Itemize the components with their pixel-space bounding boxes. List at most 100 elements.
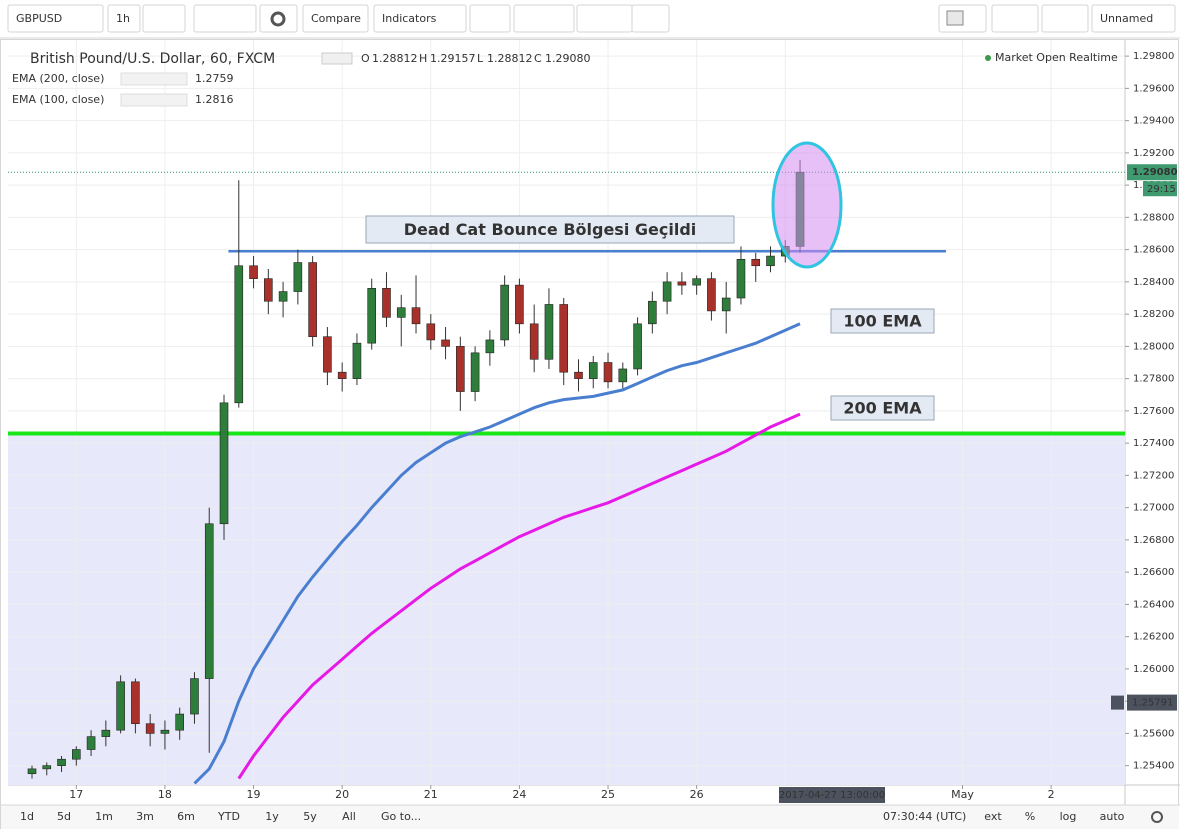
compare-button[interactable] xyxy=(302,4,369,33)
ema-line xyxy=(193,322,801,785)
candle-body xyxy=(293,262,303,292)
annotation-box xyxy=(365,215,735,244)
option-button[interactable]: log xyxy=(1060,810,1077,823)
y-tick-label: 1.26200 xyxy=(1133,632,1174,643)
ideas-button[interactable] xyxy=(513,4,575,33)
interval-menu[interactable] xyxy=(142,4,186,33)
candle-body xyxy=(323,336,332,373)
settings-gear[interactable] xyxy=(1151,811,1163,823)
y-tick-label: 1.28800 xyxy=(1133,212,1174,223)
candle-body xyxy=(204,523,214,679)
option-button[interactable]: ext xyxy=(984,810,1002,823)
symbol-input[interactable] xyxy=(7,4,104,33)
candle-body xyxy=(721,297,731,312)
candle-body xyxy=(766,255,775,267)
candle-body xyxy=(441,339,450,347)
candle-body xyxy=(736,259,746,299)
fullscreen-button[interactable] xyxy=(631,4,670,33)
annotation-text: Dead Cat Bounce Bölgesi Geçildi xyxy=(404,220,697,239)
x-tick-label: 17 xyxy=(69,788,83,801)
ohlc-name: L xyxy=(477,52,484,65)
option-button[interactable]: % xyxy=(1025,810,1035,823)
symbol-input-label[interactable]: GBPUSD xyxy=(16,12,62,25)
settings-button[interactable] xyxy=(259,4,298,33)
y-tick-label: 1.27800 xyxy=(1133,374,1174,385)
highlight-ellipse xyxy=(771,141,843,269)
x-tick-label: 20 xyxy=(335,788,349,801)
compare-button-label[interactable]: Compare xyxy=(311,12,361,25)
x-tick-label: 18 xyxy=(158,788,172,801)
chart-style-button[interactable] xyxy=(193,4,257,33)
indicators-button[interactable] xyxy=(373,4,467,33)
y-tick-label: 1.25400 xyxy=(1133,761,1174,772)
range-button[interactable]: 5d xyxy=(57,810,71,823)
goto-button[interactable]: Go to... xyxy=(381,810,421,823)
candle-body xyxy=(367,288,377,344)
settings-icon[interactable] xyxy=(270,11,286,27)
y-tick-label: 1.29400 xyxy=(1133,116,1174,127)
ohlc-value: 1.28812 xyxy=(372,52,418,65)
range-button[interactable]: 3m xyxy=(136,810,154,823)
alert-button[interactable] xyxy=(469,4,511,33)
indicators-button-label[interactable]: Indicators xyxy=(382,12,437,25)
y-tick-label: 1.27400 xyxy=(1133,438,1174,449)
x-tick-label: 24 xyxy=(512,788,526,801)
candle-body xyxy=(219,402,229,525)
candle-body xyxy=(234,265,244,404)
range-button[interactable]: All xyxy=(342,810,356,823)
candle-body xyxy=(396,307,406,318)
chart-title: British Pound/U.S. Dollar, 60, FXCM xyxy=(30,51,275,67)
indicator-name: EMA (200, close) xyxy=(12,72,104,85)
load-button[interactable] xyxy=(991,4,1039,33)
candle-body xyxy=(411,307,421,325)
candle-body xyxy=(456,346,465,392)
range-button[interactable]: 6m xyxy=(177,810,195,823)
indicator-value: 1.2816 xyxy=(195,93,234,106)
y-tick-label: 1.28600 xyxy=(1133,245,1174,256)
undo-redo[interactable] xyxy=(576,4,633,33)
x-tick-label: 26 xyxy=(690,788,704,801)
y-tick-label: 1.29600 xyxy=(1133,83,1174,94)
range-button[interactable]: 1d xyxy=(20,810,34,823)
shaded-zone xyxy=(8,433,1125,785)
candle-body xyxy=(544,304,554,360)
last-price-label: 1.29080 xyxy=(1132,167,1178,178)
candle-body xyxy=(485,339,495,354)
range-button[interactable]: 1m xyxy=(95,810,113,823)
indicator-icons xyxy=(120,72,188,86)
candle-body xyxy=(426,323,436,341)
color-swatch[interactable] xyxy=(946,10,964,26)
layout-button[interactable] xyxy=(1091,4,1176,33)
save-button[interactable] xyxy=(1041,4,1089,33)
y-tick-label: 1.28400 xyxy=(1133,277,1174,288)
candle-body xyxy=(500,284,509,341)
last-price-box xyxy=(1127,164,1177,181)
ohlc-name: H xyxy=(419,52,427,65)
range-button[interactable]: 1y xyxy=(265,810,279,823)
candle-body xyxy=(352,342,362,379)
y-tick-label: 1.25600 xyxy=(1133,728,1174,739)
candle-body xyxy=(603,362,613,383)
indicator-value: 1.2759 xyxy=(195,72,234,85)
interval-button[interactable] xyxy=(107,4,141,33)
x-tick-label: 2 xyxy=(1048,788,1055,801)
plus-button[interactable] xyxy=(1111,695,1124,710)
range-button[interactable]: 5y xyxy=(303,810,317,823)
candle-body xyxy=(692,278,701,286)
option-button[interactable]: auto xyxy=(1100,810,1125,823)
candle-body xyxy=(707,278,716,312)
candle-body xyxy=(72,749,81,760)
candle-body xyxy=(574,371,583,379)
candle-body xyxy=(42,765,52,770)
y-tick-label: 1.27000 xyxy=(1133,503,1174,514)
x-tick-label: May xyxy=(951,788,974,801)
x-tick-label: 21 xyxy=(424,788,438,801)
market-status: Market Open Realtime xyxy=(995,51,1118,64)
interval-button-label[interactable]: 1h xyxy=(116,12,130,25)
candle-body xyxy=(278,291,288,302)
candle-body xyxy=(677,281,687,286)
range-button[interactable]: YTD xyxy=(217,810,240,823)
layout-button-label[interactable]: Unnamed xyxy=(1100,12,1153,25)
candle-body xyxy=(57,758,66,766)
